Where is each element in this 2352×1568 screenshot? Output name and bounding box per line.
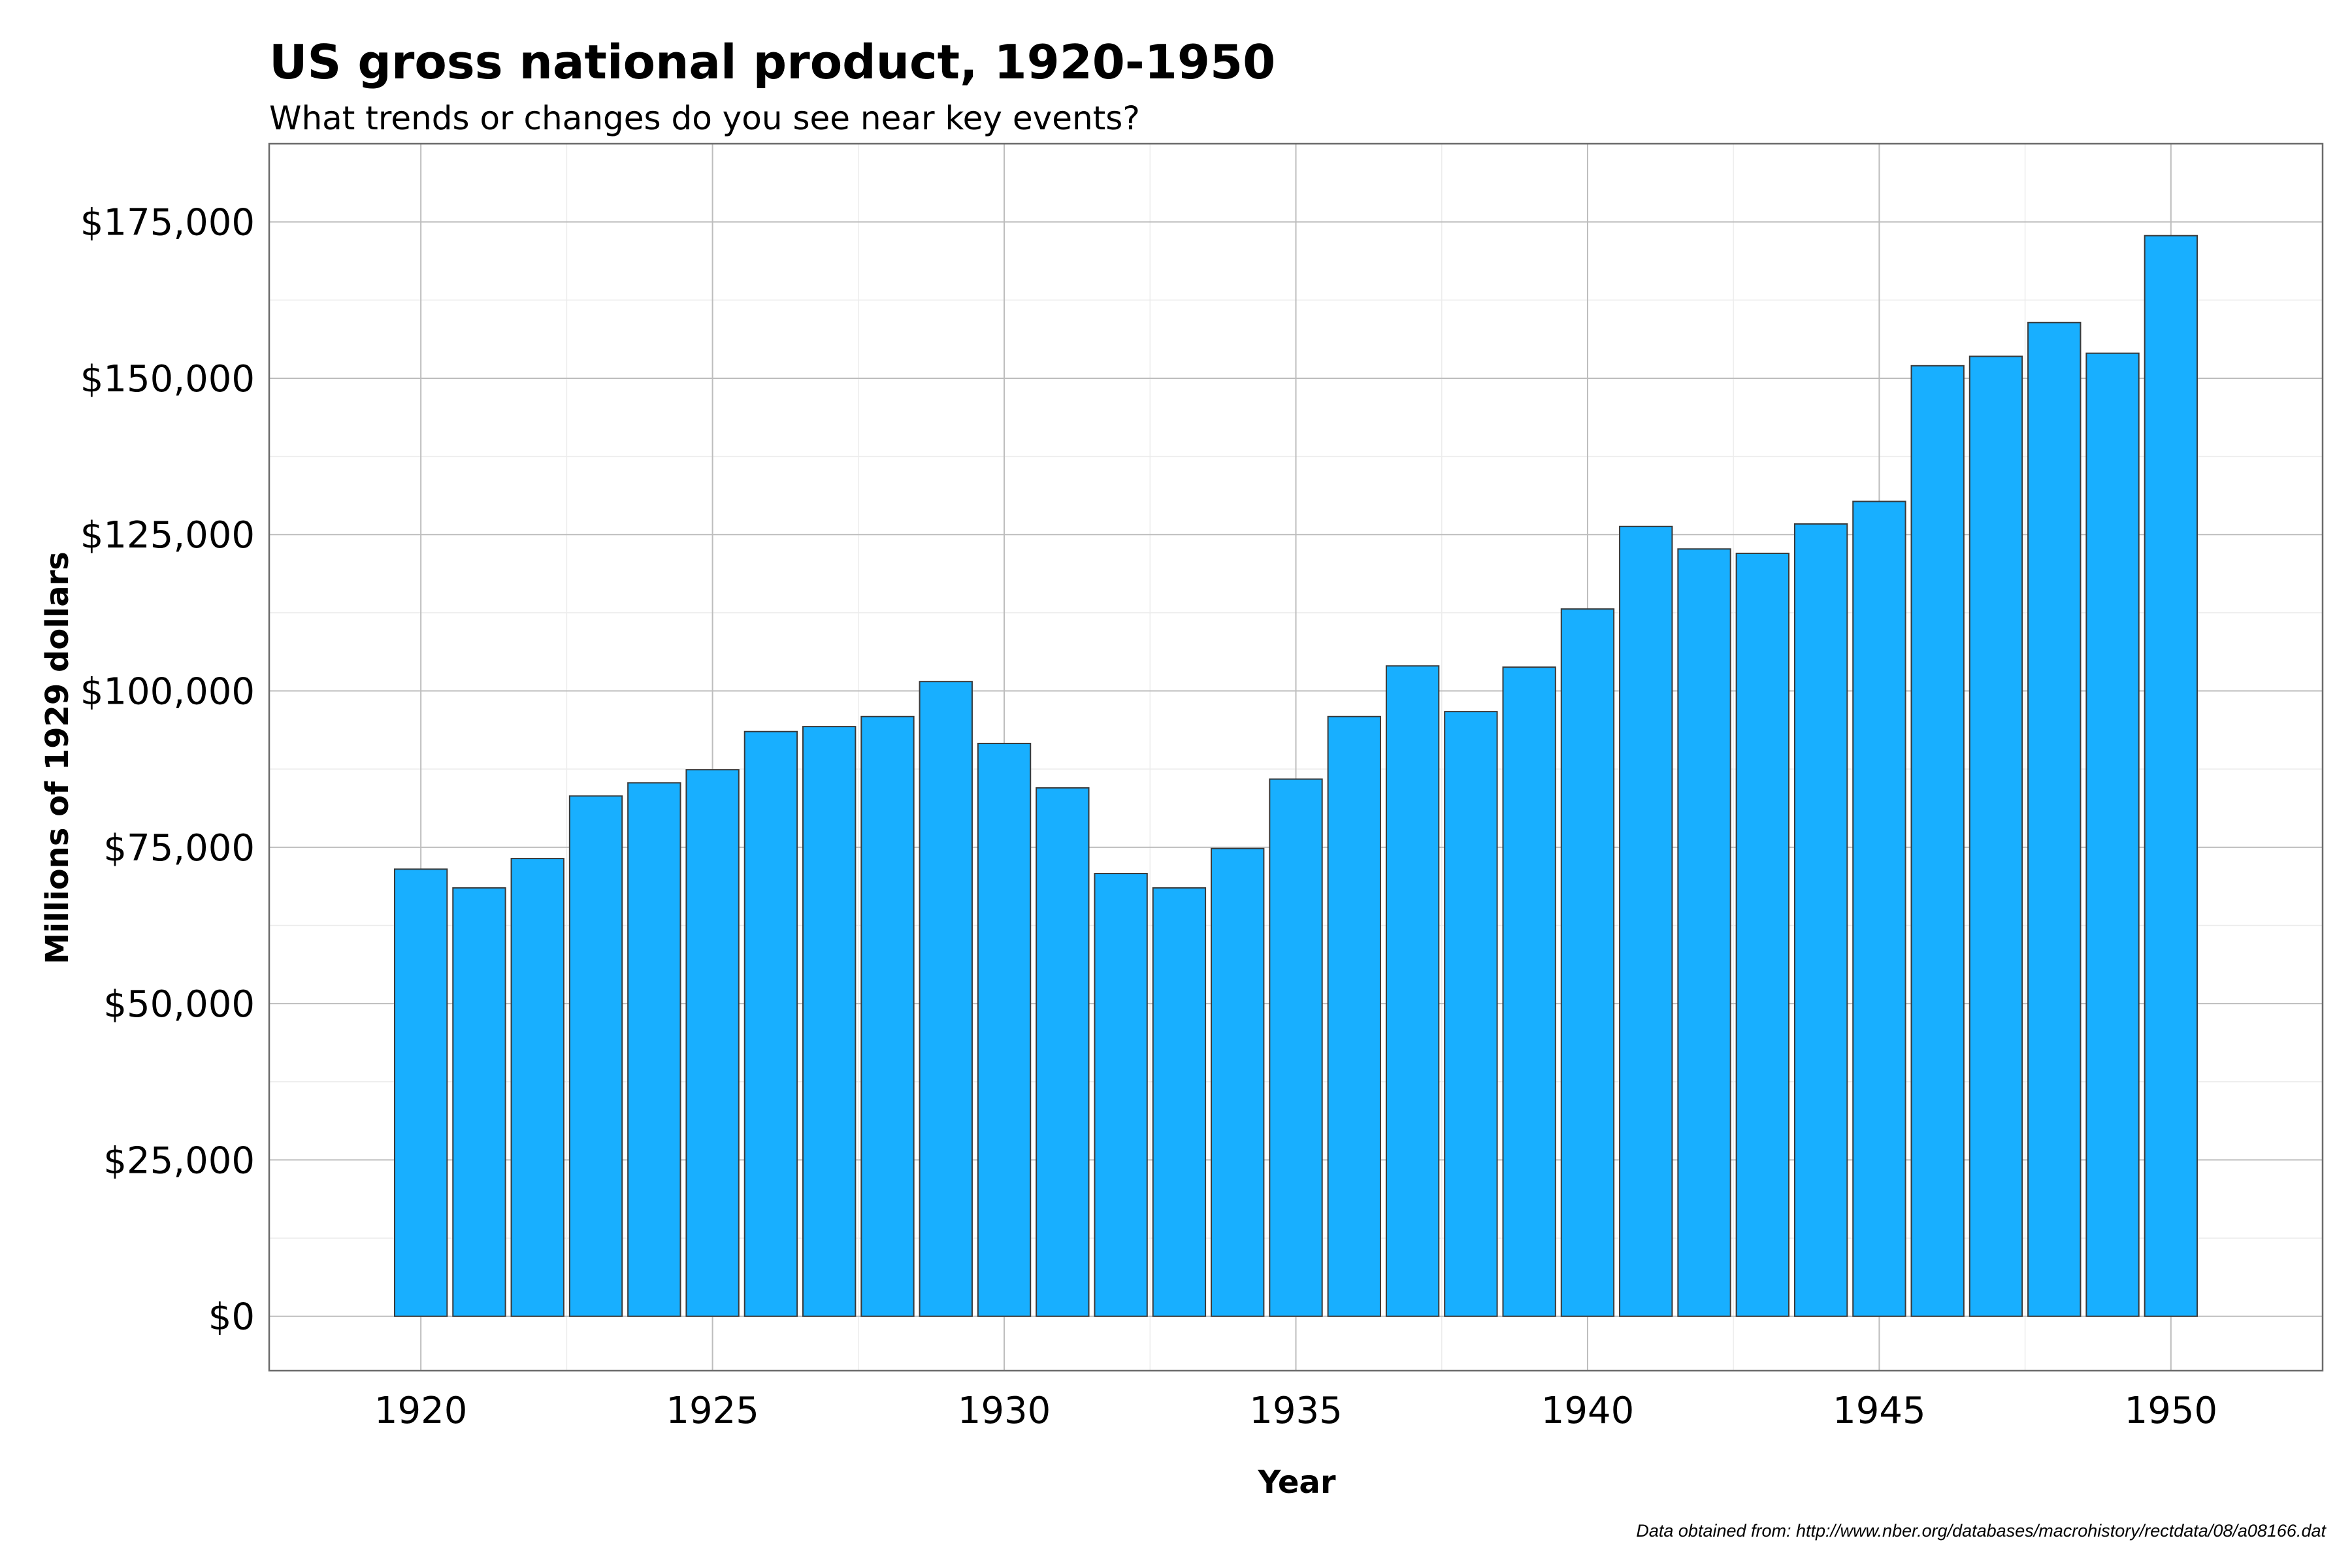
bar-1921: [452, 887, 506, 1317]
y-tick-label: $75,000: [103, 827, 255, 870]
x-tick-label: 1920: [374, 1390, 468, 1432]
bar-1936: [1327, 715, 1381, 1317]
bar-1948: [2027, 321, 2082, 1317]
chart-title: US gross national product, 1920-1950: [269, 35, 1275, 90]
bar-1949: [2085, 352, 2140, 1317]
bar-1920: [393, 868, 448, 1317]
bar-1942: [1677, 548, 1731, 1317]
bar-1946: [1910, 365, 1965, 1317]
chart-subtitle: What trends or changes do you see near k…: [269, 99, 1140, 137]
bar-1929: [919, 681, 973, 1317]
data-source-caption: Data obtained from: http://www.nber.org/…: [1636, 1521, 2327, 1541]
bar-1938: [1444, 711, 1498, 1317]
bar-1935: [1269, 778, 1323, 1317]
x-axis-title: Year: [1258, 1464, 1336, 1501]
y-tick-label: $25,000: [103, 1139, 255, 1182]
bar-1950: [2144, 235, 2198, 1317]
y-tick-label: $100,000: [80, 671, 255, 713]
bar-1923: [568, 795, 623, 1317]
x-tick-label: 1950: [2125, 1390, 2218, 1432]
bar-1937: [1385, 665, 1440, 1317]
x-tick-label: 1930: [958, 1390, 1051, 1432]
bar-1922: [510, 858, 564, 1317]
bar-1945: [1852, 500, 1906, 1317]
bars: [393, 235, 2198, 1317]
bar-1939: [1502, 666, 1556, 1317]
bar-1932: [1094, 873, 1148, 1317]
y-axis-title: Millions of 1929 dollars: [39, 551, 76, 964]
y-axis-tick-labels: $0 $25,000 $50,000 $75,000 $100,000 $125,000 $…: [80, 202, 255, 1339]
x-tick-label: 1940: [1541, 1390, 1635, 1432]
bar-1934: [1211, 847, 1265, 1317]
y-tick-label: $125,000: [80, 514, 255, 557]
bar-1930: [977, 742, 1032, 1317]
y-tick-label: $50,000: [103, 983, 255, 1026]
bar-1927: [802, 726, 857, 1317]
y-tick-label: $0: [208, 1296, 255, 1339]
bar-1943: [1735, 552, 1789, 1317]
bar-1926: [743, 730, 798, 1317]
bar-1944: [1793, 523, 1848, 1317]
x-tick-label: 1925: [666, 1390, 759, 1432]
y-tick-label: $175,000: [80, 202, 255, 244]
bar-1928: [860, 715, 915, 1317]
bar-1924: [627, 782, 681, 1317]
bar-1931: [1036, 787, 1090, 1317]
bar-1941: [1619, 525, 1673, 1317]
bar-1933: [1152, 887, 1207, 1317]
plot-panel-border: [268, 142, 2324, 1372]
x-tick-label: 1945: [1833, 1390, 1926, 1432]
bar-1940: [1560, 608, 1615, 1317]
y-tick-label: $150,000: [80, 358, 255, 400]
bar-1947: [1968, 355, 2023, 1317]
bar-1925: [685, 769, 740, 1317]
x-tick-label: 1935: [1249, 1390, 1343, 1432]
x-axis-tick-labels: 1920 1925 1930 1935 1940 1945 1950: [374, 1390, 2217, 1432]
